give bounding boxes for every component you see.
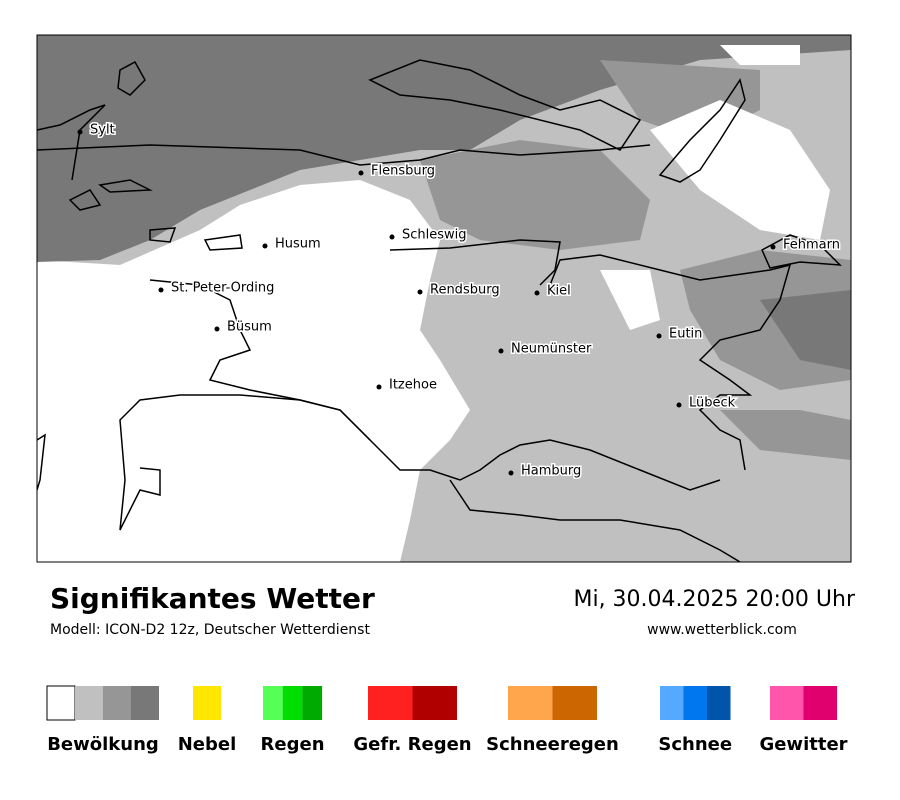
legend-label: Bewölkung [47, 734, 159, 755]
legend-swatch [368, 686, 413, 720]
legend-swatch [282, 686, 303, 720]
city-label: Eutin [669, 327, 702, 342]
legend-label: Regen [261, 734, 325, 755]
legend-swatch [683, 686, 707, 720]
city-dot [376, 384, 382, 390]
city-dot [389, 234, 395, 240]
legend-label: Gewitter [759, 734, 847, 755]
city-label: Büsum [227, 320, 272, 335]
city-label: Rendsburg [430, 283, 500, 298]
city-dot [508, 470, 514, 476]
legend-swatch [508, 686, 553, 720]
city-dot [498, 348, 504, 354]
legend-swatch [803, 686, 837, 720]
legend-swatch [707, 686, 731, 720]
legend-swatch [131, 686, 159, 720]
legend-swatch [103, 686, 131, 720]
legend-label: Schneeregen [486, 734, 619, 755]
legend-swatch [660, 686, 684, 720]
city-label: Hamburg [521, 464, 581, 479]
datetime: Mi, 30.04.2025 20:00 Uhr [573, 587, 855, 612]
legend-swatch [263, 686, 283, 720]
city-label: Itzehoe [389, 378, 437, 393]
map-frame [36, 34, 852, 563]
city-label: Schleswig [402, 228, 467, 243]
city-dot [358, 170, 364, 176]
city-dot [214, 326, 220, 332]
city-dot [158, 287, 164, 293]
city-label: Sylt [90, 123, 115, 138]
city-label: Kiel [547, 284, 571, 299]
legend-label: Nebel [178, 734, 237, 755]
city-dot [417, 289, 423, 295]
legend-label: Gefr. Regen [353, 734, 471, 755]
legend-swatch [302, 686, 323, 720]
legend: Bewölkung Nebel Regen Gefr. Regen Schneerege… [46, 685, 848, 755]
city-dot [770, 244, 776, 250]
legend-swatch [75, 686, 103, 720]
city-dot [77, 129, 83, 135]
city-dot [656, 333, 662, 339]
city-label: Neumünster [511, 342, 592, 357]
city-label: Flensburg [371, 164, 435, 179]
model-info: Modell: ICON-D2 12z, Deutscher Wetterdie… [50, 622, 370, 638]
legend-swatch [552, 686, 597, 720]
city-label: Husum [275, 237, 321, 252]
legend-swatch [770, 686, 804, 720]
city-label: St. Peter-Ording [171, 281, 274, 296]
website: www.wetterblick.com [647, 622, 797, 638]
city-label: Lübeck [689, 396, 736, 411]
city-dot [534, 290, 540, 296]
cities: Sylt Flensburg Schleswig Husum St. Peter-Ord… [77, 121, 842, 480]
title: Signifikantes Wetter [50, 582, 375, 615]
city-dot [676, 402, 682, 408]
legend-swatch [412, 686, 457, 720]
legend-label: Schnee [658, 734, 732, 755]
city-label: Fehmarn [783, 238, 840, 253]
legend-swatch [193, 686, 221, 720]
legend-swatch [46, 685, 76, 721]
city-dot [262, 243, 268, 249]
map-area [37, 35, 851, 562]
